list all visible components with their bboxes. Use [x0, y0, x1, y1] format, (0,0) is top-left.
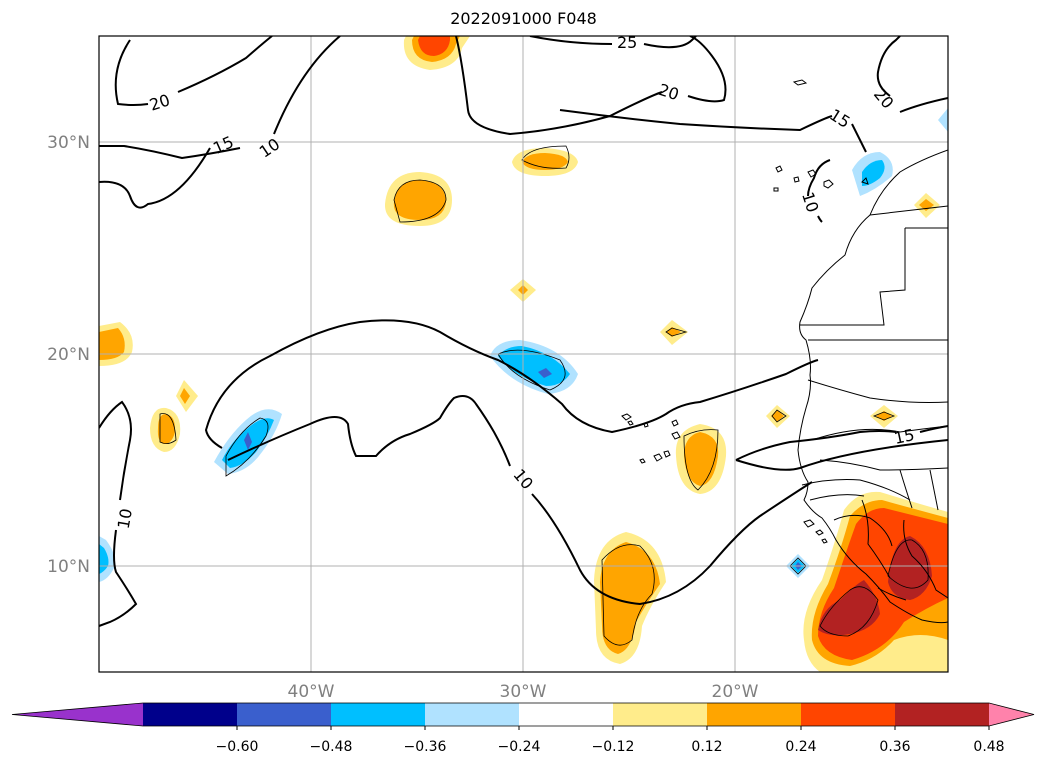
graticule	[99, 36, 948, 672]
lat-label-20n: 20°N	[47, 345, 90, 365]
map-plot-area: 25 20 20 20 15 15 10 10 10 10 15	[99, 33, 948, 672]
colorbar-tick-label: −0.36	[404, 739, 447, 755]
latitude-labels: 30°N 20°N 10°N	[47, 133, 90, 577]
colorbar-extend-high	[989, 703, 1034, 726]
map-title: 2022091000 F048	[450, 9, 597, 28]
lon-label-20w: 20°W	[712, 682, 759, 702]
positive-anomaly-patches	[99, 36, 948, 672]
colorbar-segment	[331, 703, 426, 726]
longitude-labels: 40°W 30°W 20°W	[288, 682, 759, 702]
colorbar-segment	[895, 703, 990, 726]
coastlines	[621, 79, 948, 624]
contour-label: 25	[617, 33, 637, 52]
lon-label-40w: 40°W	[288, 682, 335, 702]
colorbar-segment	[425, 703, 520, 726]
colorbar-tick-label: −0.12	[592, 739, 635, 755]
negative-anomaly-patches	[99, 108, 948, 582]
lat-label-30n: 30°N	[47, 133, 90, 153]
map-frame	[98, 35, 949, 673]
colorbar-tick-label: −0.48	[310, 739, 353, 755]
lat-label-10n: 10°N	[47, 557, 90, 577]
colorbar-tick-label: 0.12	[691, 739, 722, 755]
colorbar-tick-label: 0.24	[785, 739, 816, 755]
isoline-contours	[99, 36, 948, 627]
colorbar-tick-label: 0.48	[973, 739, 1004, 755]
colorbar-tick-label: −0.60	[216, 739, 259, 755]
colorbar-segment	[613, 703, 708, 726]
colorbar-extend-low	[12, 703, 143, 726]
colorbar-segment	[519, 703, 614, 726]
contour-label: 10	[114, 507, 136, 530]
colorbar-segment	[801, 703, 896, 726]
colorbar: −0.60 −0.48 −0.36 −0.24 −0.12 0.12 0.24 0.36 0.4…	[11, 702, 1035, 755]
contour-label: 15	[892, 425, 916, 448]
colorbar-segment	[707, 703, 802, 726]
colorbar-tick-label: 0.36	[879, 739, 910, 755]
lon-label-30w: 30°W	[500, 682, 547, 702]
colorbar-tick-label: −0.24	[498, 739, 541, 755]
colorbar-segment	[143, 703, 238, 726]
colorbar-segment	[237, 703, 332, 726]
